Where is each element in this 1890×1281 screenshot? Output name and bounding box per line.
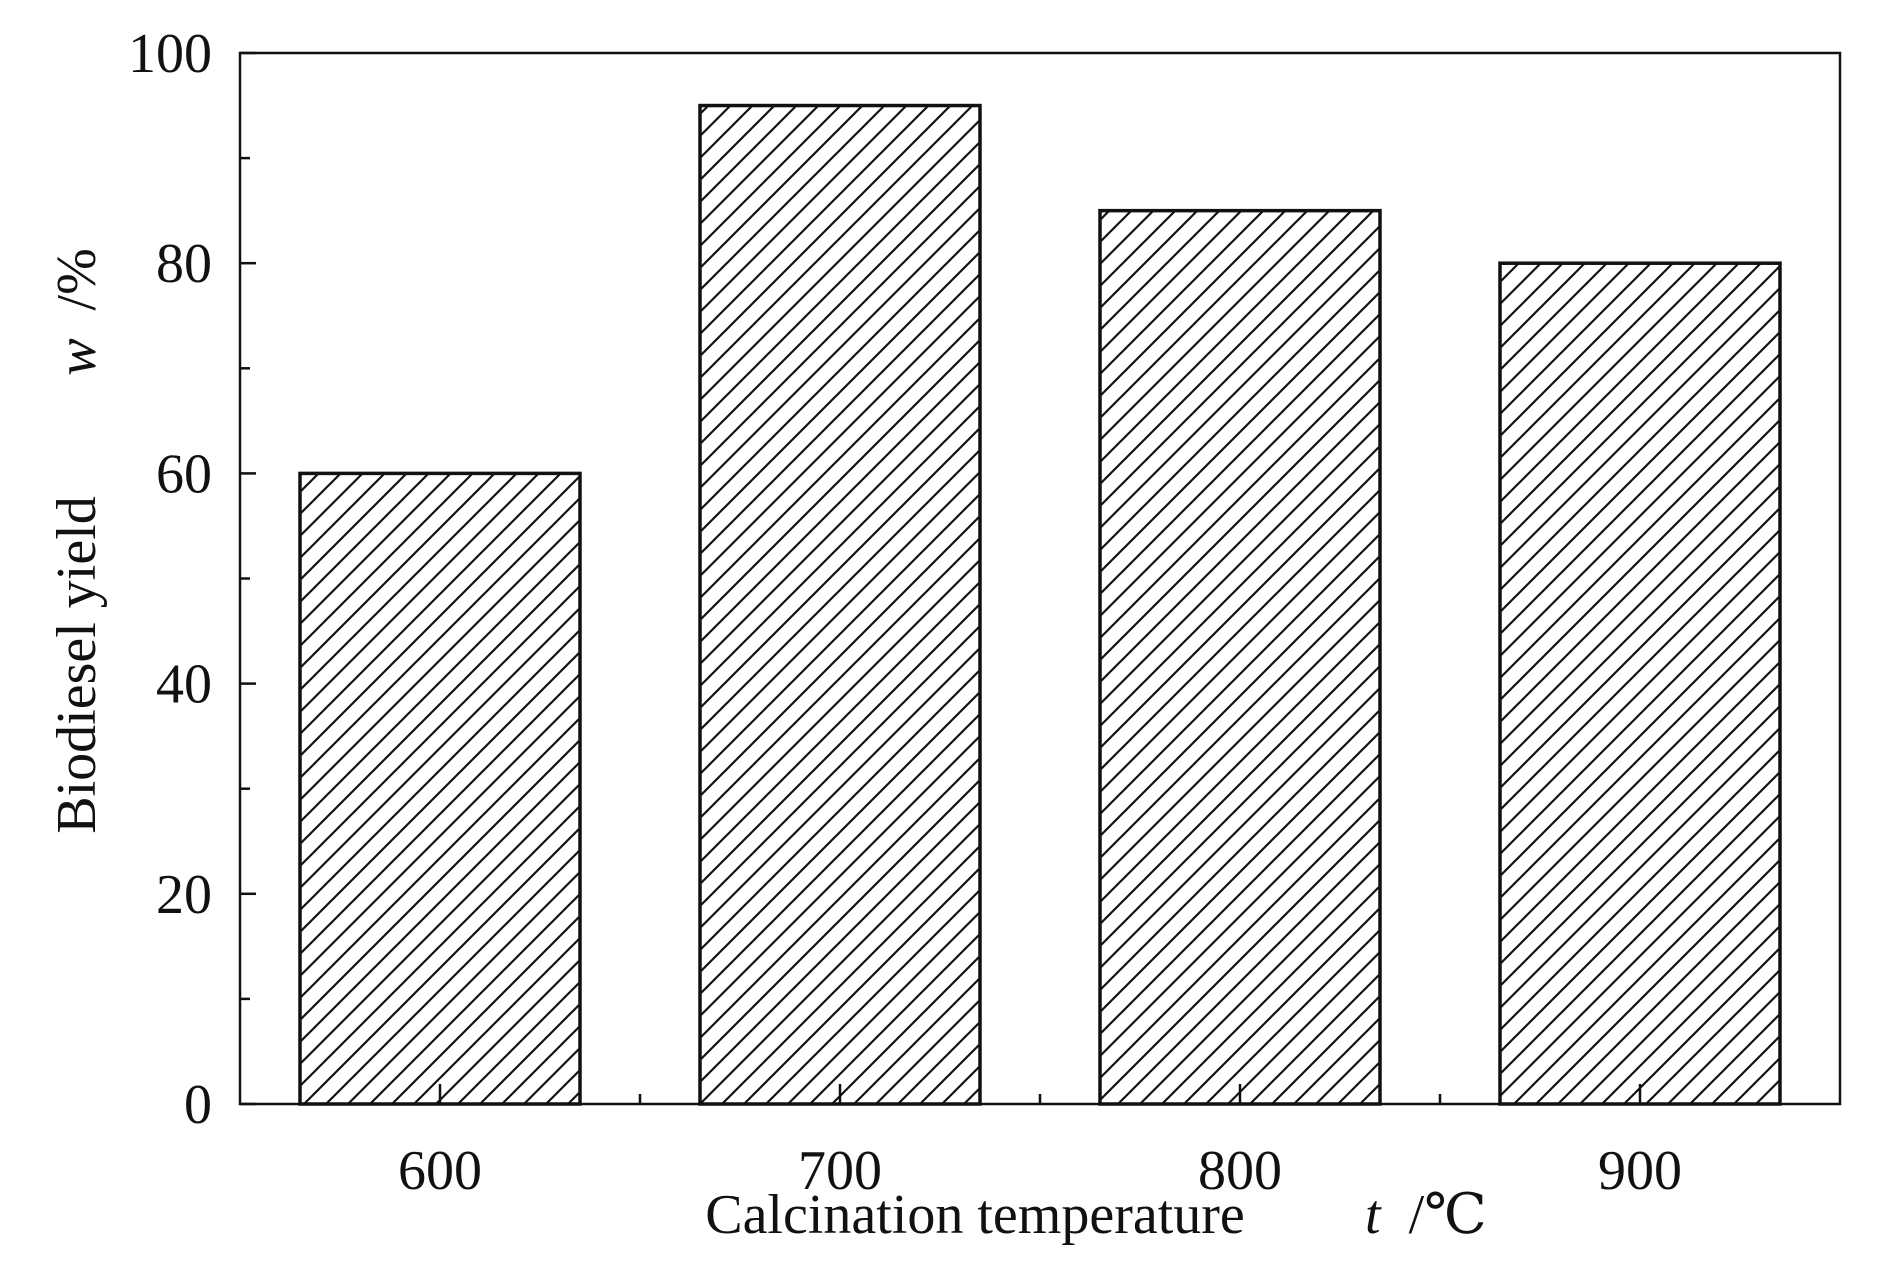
- y-axis-label-text: Biodiesel yield: [46, 496, 108, 834]
- x-tick-label: 900: [1598, 1140, 1682, 1202]
- y-tick-label: 20: [156, 864, 212, 926]
- y-tick-label: 80: [156, 233, 212, 295]
- x-axis-label-text: Calcination temperature: [705, 1184, 1245, 1246]
- x-axis-label: Calcination temperature t /℃: [705, 1184, 1487, 1246]
- y-axis-label: Biodiesel yield w /%: [46, 248, 108, 834]
- x-axis-unit: /℃: [1409, 1184, 1487, 1246]
- y-ticks: 0 20 40 60 80 100: [128, 23, 256, 1136]
- y-axis-label-unit: w /%: [46, 248, 108, 376]
- bars-layer: [298, 103, 1782, 1106]
- x-tick-label: 800: [1198, 1140, 1282, 1202]
- bar-900: [1498, 261, 1782, 1106]
- y-axis-variable: w: [46, 338, 108, 375]
- x-axis-label-unit: t /℃: [1365, 1184, 1487, 1246]
- y-tick-label: 40: [156, 654, 212, 716]
- x-axis-variable: t: [1365, 1184, 1382, 1246]
- x-tick-label: 600: [398, 1140, 482, 1202]
- bar-700: [698, 103, 982, 1106]
- x-ticks: 600 700 800 900: [398, 1084, 1682, 1202]
- bar-600: [298, 471, 582, 1106]
- y-tick-label: 0: [184, 1074, 212, 1136]
- y-axis-unit: /%: [46, 248, 108, 310]
- y-tick-label: 100: [128, 23, 212, 85]
- bar-800: [1098, 208, 1382, 1106]
- y-tick-label: 60: [156, 443, 212, 505]
- x-tick-label: 700: [798, 1140, 882, 1202]
